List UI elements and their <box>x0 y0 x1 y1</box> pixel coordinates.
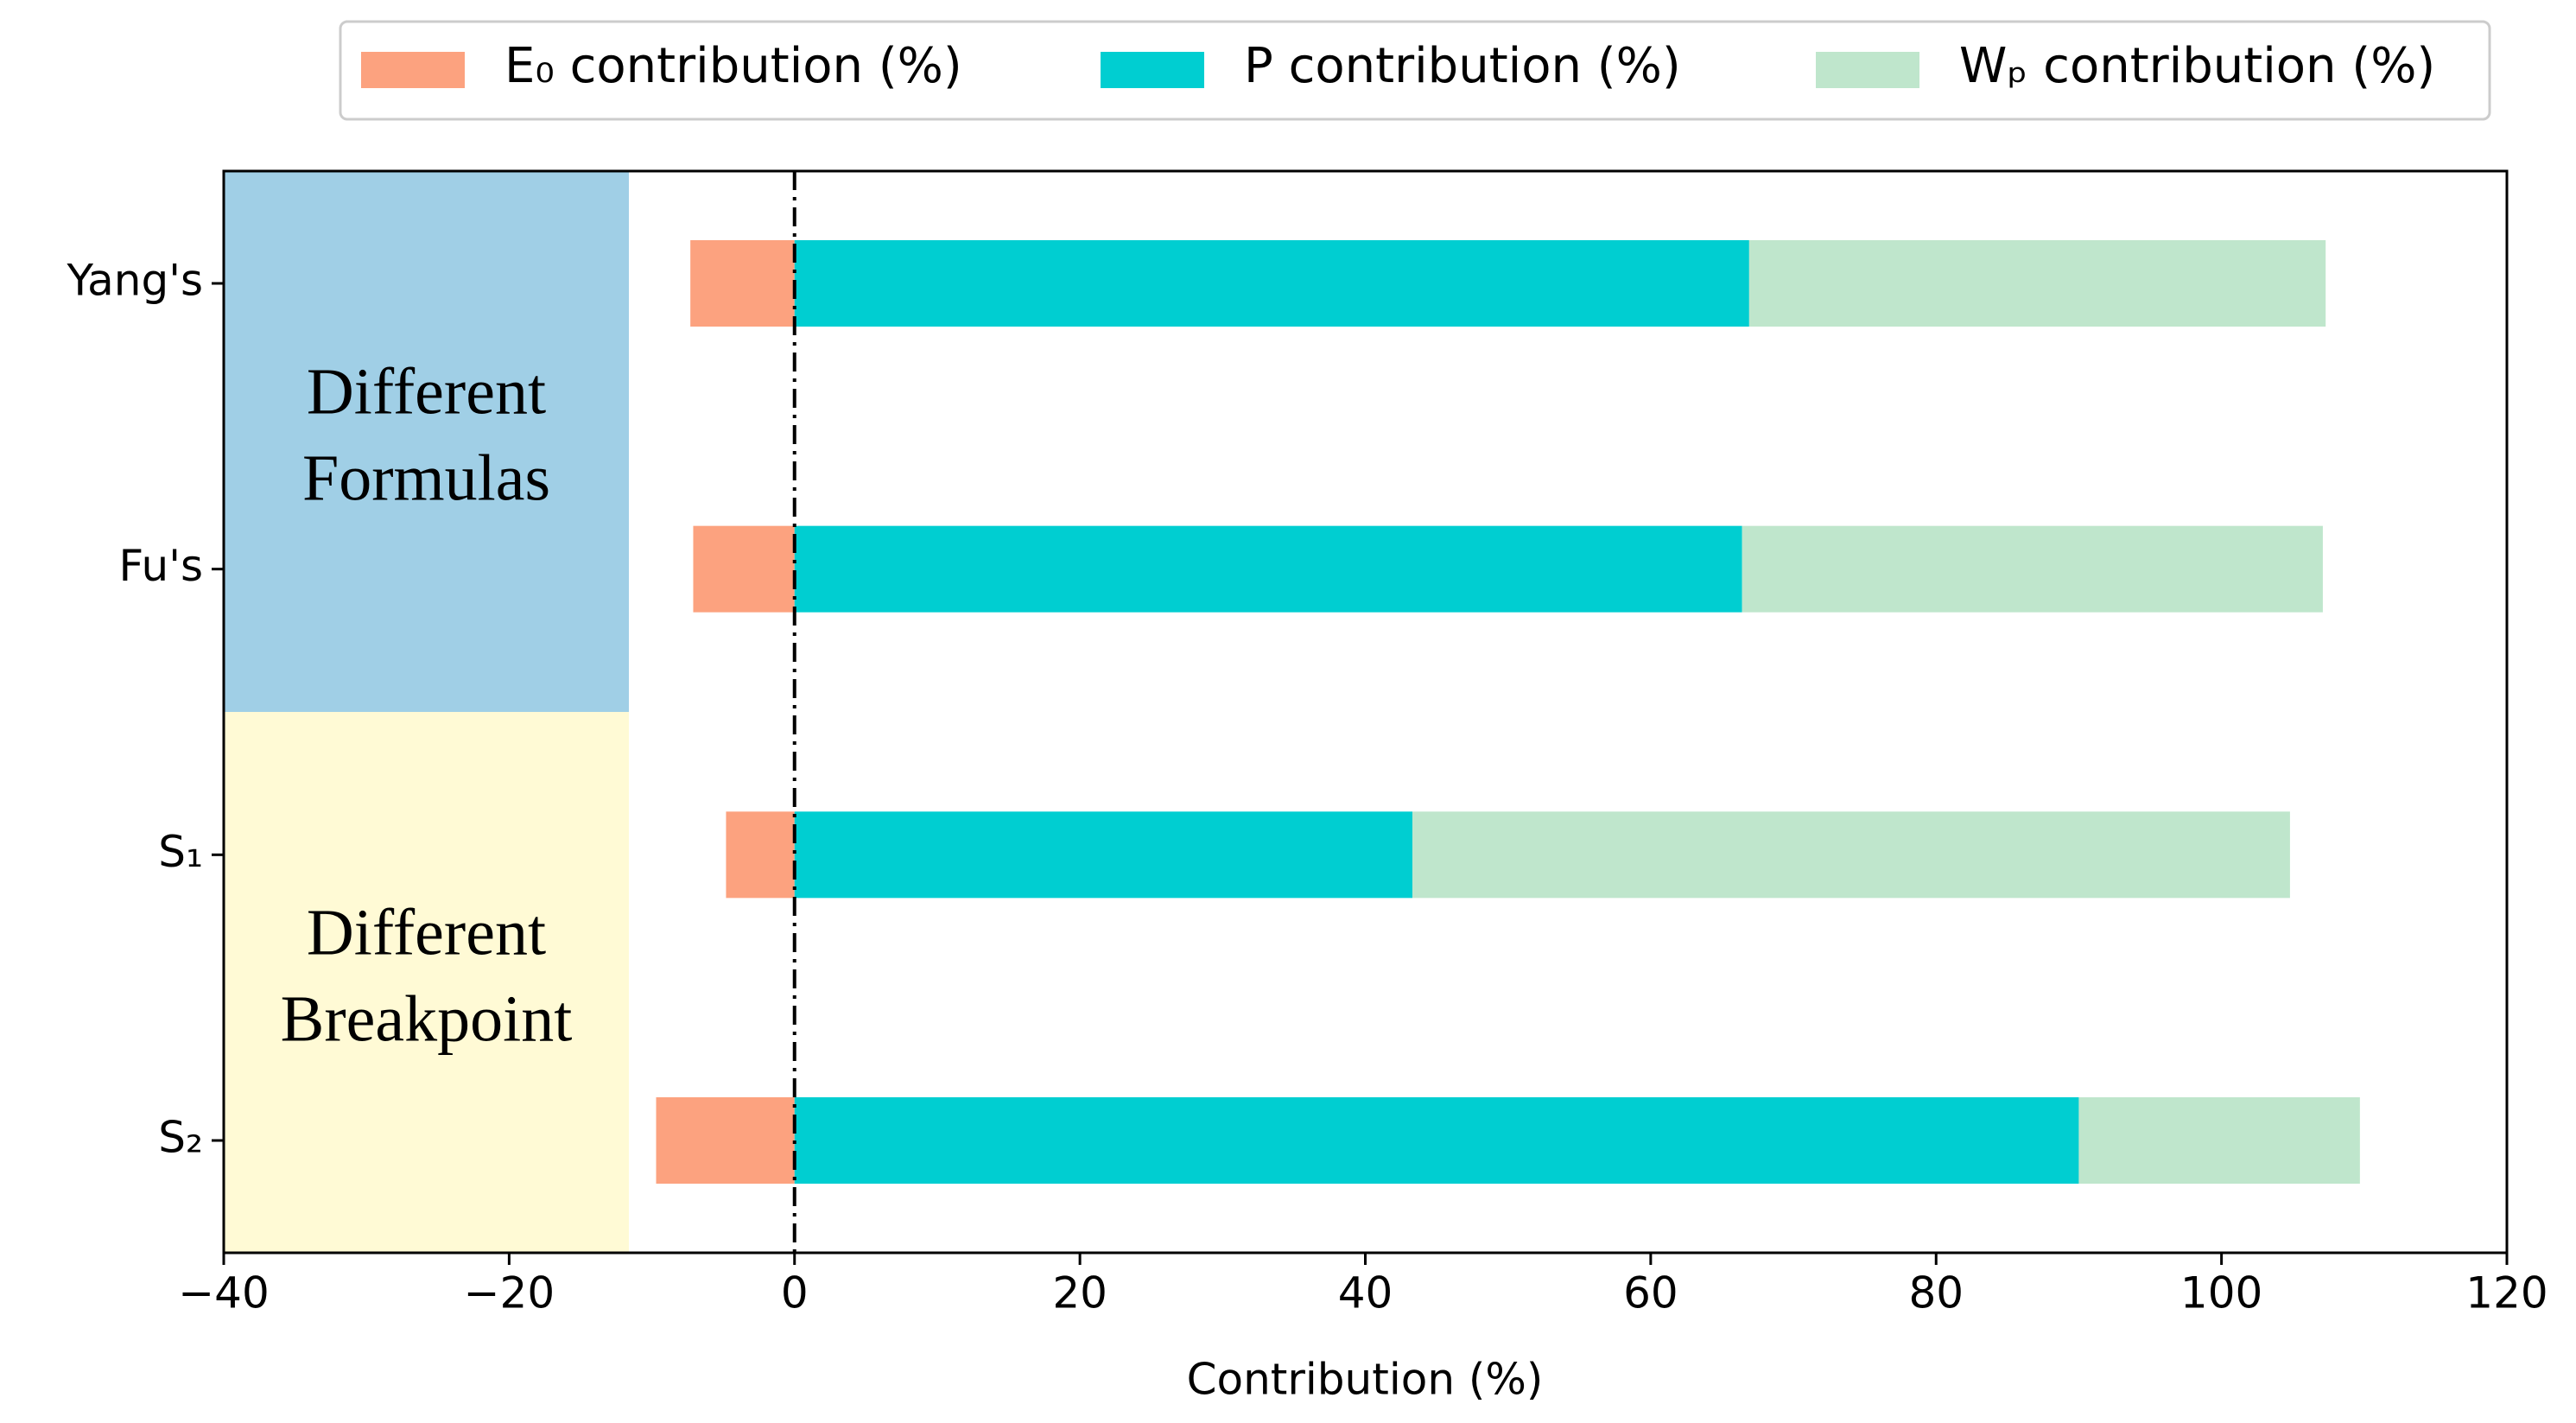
group-label: Formulas <box>302 442 550 514</box>
bar <box>726 811 795 899</box>
x-axis-label: Contribution (%) <box>1187 1355 1544 1405</box>
group-region <box>224 171 629 712</box>
x-tick-label: −20 <box>464 1268 555 1318</box>
x-tick-label: 40 <box>1338 1268 1393 1318</box>
legend-swatch <box>1101 52 1204 88</box>
bar <box>1742 525 2323 613</box>
bar <box>794 525 1742 613</box>
bar <box>794 1097 2079 1184</box>
group-label: Different <box>307 355 546 428</box>
legend-swatch <box>1816 52 1919 88</box>
legend-label: E₀ contribution (%) <box>504 38 962 94</box>
x-tick-label: 0 <box>781 1268 809 1318</box>
bar <box>1748 240 2326 327</box>
bar <box>794 240 1749 327</box>
legend-label: Wₚ contribution (%) <box>1959 38 2435 94</box>
bar <box>2078 1097 2360 1184</box>
legend-label: P contribution (%) <box>1244 38 1681 94</box>
bar <box>794 811 1413 899</box>
x-tick-label: 120 <box>2465 1268 2547 1318</box>
bar <box>656 1097 795 1184</box>
legend-swatch <box>361 52 465 88</box>
x-tick-label: −40 <box>178 1268 270 1318</box>
bar <box>693 525 795 613</box>
group-region <box>224 712 629 1253</box>
legend-box <box>339 20 2491 121</box>
y-tick-label: Fu's <box>118 541 203 591</box>
y-tick-label: Yang's <box>66 256 203 306</box>
bar <box>1412 811 2290 899</box>
group-label: Breakpoint <box>281 982 573 1055</box>
y-tick-label: S₁ <box>158 827 203 877</box>
x-tick-label: 60 <box>1623 1268 1678 1318</box>
x-tick-label: 20 <box>1052 1268 1107 1318</box>
x-tick-label: 100 <box>2180 1268 2262 1318</box>
bar <box>690 240 795 327</box>
x-tick-label: 80 <box>1908 1268 1964 1318</box>
group-label: Different <box>307 896 546 969</box>
y-tick-label: S₂ <box>158 1113 203 1163</box>
